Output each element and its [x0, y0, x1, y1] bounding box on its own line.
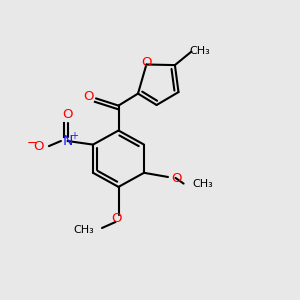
Text: O: O	[83, 90, 94, 104]
Text: −: −	[27, 136, 38, 150]
Text: +: +	[70, 130, 78, 141]
Text: CH₃: CH₃	[192, 179, 213, 189]
Text: CH₃: CH₃	[189, 46, 210, 56]
Text: O: O	[141, 56, 152, 69]
Text: O: O	[171, 172, 181, 185]
Text: O: O	[112, 212, 122, 226]
Text: O: O	[34, 140, 44, 153]
Text: O: O	[62, 108, 73, 121]
Text: CH₃: CH₃	[74, 225, 94, 236]
Text: N: N	[62, 134, 73, 148]
